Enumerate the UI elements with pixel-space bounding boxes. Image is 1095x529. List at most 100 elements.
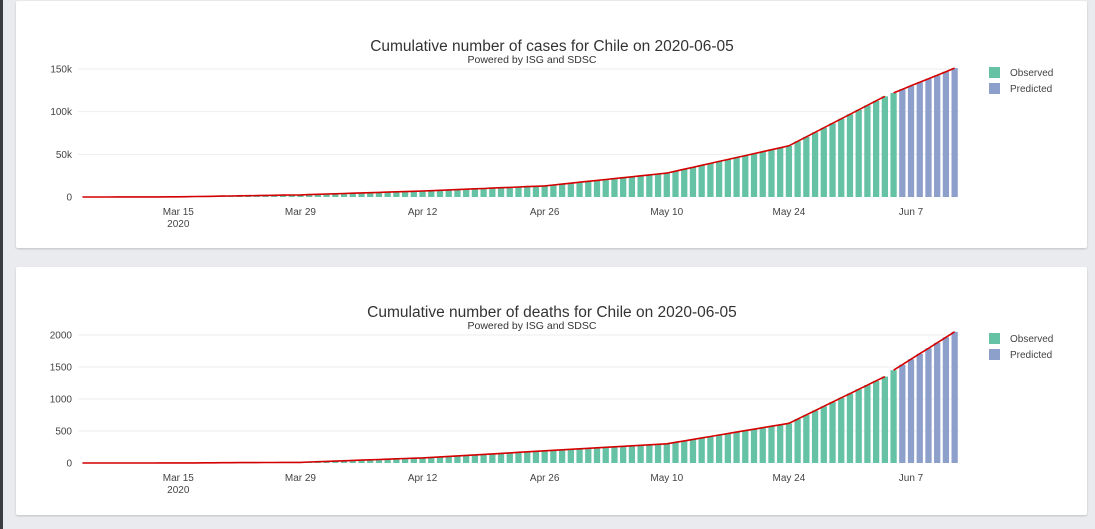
observed-bar[interactable] xyxy=(681,440,688,463)
observed-bar[interactable] xyxy=(872,100,880,197)
observed-bar[interactable] xyxy=(663,443,670,463)
observed-bar[interactable] xyxy=(698,437,705,463)
observed-bar[interactable] xyxy=(541,450,548,463)
observed-bar[interactable] xyxy=(393,458,400,463)
observed-bar[interactable] xyxy=(436,456,444,463)
legend-swatch-observed[interactable] xyxy=(989,67,1000,78)
observed-bar[interactable] xyxy=(550,184,557,197)
observed-bar[interactable] xyxy=(428,190,435,197)
observed-bar[interactable] xyxy=(768,426,775,463)
observed-bar[interactable] xyxy=(454,189,461,197)
observed-bar[interactable] xyxy=(811,132,819,197)
observed-bar[interactable] xyxy=(445,456,452,463)
observed-bar[interactable] xyxy=(794,419,801,463)
observed-bar[interactable] xyxy=(262,195,269,197)
predicted-bar[interactable] xyxy=(925,78,932,197)
observed-bar[interactable] xyxy=(515,187,522,197)
observed-bar[interactable] xyxy=(419,191,426,197)
observed-bar[interactable] xyxy=(803,414,810,463)
observed-bar[interactable] xyxy=(454,455,461,463)
legend-label-observed[interactable]: Observed xyxy=(1010,334,1053,345)
observed-bar[interactable] xyxy=(332,193,339,197)
observed-bar[interactable] xyxy=(715,161,723,197)
observed-bar[interactable] xyxy=(602,447,609,463)
observed-bar[interactable] xyxy=(576,182,583,197)
observed-bar[interactable] xyxy=(855,389,862,463)
observed-bar[interactable] xyxy=(401,458,409,463)
observed-bar[interactable] xyxy=(628,176,636,197)
observed-bar[interactable] xyxy=(384,192,391,197)
legend-swatch-predicted[interactable] xyxy=(989,83,1000,94)
observed-bar[interactable] xyxy=(785,423,793,463)
observed-bar[interactable] xyxy=(715,435,723,463)
observed-bar[interactable] xyxy=(288,195,295,197)
observed-bar[interactable] xyxy=(489,453,496,463)
observed-bar[interactable] xyxy=(393,191,400,197)
legend-swatch-observed[interactable] xyxy=(989,333,1000,344)
observed-bar[interactable] xyxy=(750,429,758,463)
observed-bar[interactable] xyxy=(811,410,819,463)
predicted-bar[interactable] xyxy=(907,359,915,463)
observed-bar[interactable] xyxy=(881,96,888,197)
observed-bar[interactable] xyxy=(410,458,417,463)
observed-bar[interactable] xyxy=(654,174,662,197)
observed-bar[interactable] xyxy=(750,153,758,197)
observed-bar[interactable] xyxy=(698,165,705,197)
observed-bar[interactable] xyxy=(777,424,784,463)
observed-bar[interactable] xyxy=(567,449,574,463)
observed-bar[interactable] xyxy=(480,188,487,197)
observed-bar[interactable] xyxy=(532,451,540,463)
observed-bar[interactable] xyxy=(890,92,897,197)
observed-bar[interactable] xyxy=(611,178,618,197)
observed-bar[interactable] xyxy=(332,461,339,463)
observed-bar[interactable] xyxy=(576,448,583,463)
observed-bar[interactable] xyxy=(654,444,662,463)
observed-bar[interactable] xyxy=(463,455,470,463)
observed-bar[interactable] xyxy=(681,169,688,197)
observed-bar[interactable] xyxy=(672,171,679,197)
observed-bar[interactable] xyxy=(620,177,627,197)
observed-bar[interactable] xyxy=(428,457,435,463)
predicted-bar[interactable] xyxy=(899,364,906,463)
observed-bar[interactable] xyxy=(384,459,391,463)
observed-bar[interactable] xyxy=(489,188,496,197)
observed-bar[interactable] xyxy=(846,114,854,197)
observed-bar[interactable] xyxy=(593,447,601,463)
observed-bar[interactable] xyxy=(550,450,557,463)
observed-bar[interactable] xyxy=(524,451,531,463)
observed-bar[interactable] xyxy=(768,149,775,197)
observed-bar[interactable] xyxy=(864,105,871,197)
observed-bar[interactable] xyxy=(497,453,505,463)
observed-bar[interactable] xyxy=(471,188,479,197)
predicted-bar[interactable] xyxy=(925,348,932,463)
observed-bar[interactable] xyxy=(663,173,670,197)
observed-bar[interactable] xyxy=(480,454,487,463)
observed-bar[interactable] xyxy=(471,454,479,463)
observed-bar[interactable] xyxy=(759,427,766,463)
predicted-bar[interactable] xyxy=(934,75,941,197)
observed-bar[interactable] xyxy=(410,191,417,197)
observed-bar[interactable] xyxy=(820,406,827,463)
observed-bar[interactable] xyxy=(689,439,697,463)
observed-bar[interactable] xyxy=(829,123,836,197)
observed-bar[interactable] xyxy=(838,397,845,463)
observed-bar[interactable] xyxy=(777,147,784,197)
observed-bar[interactable] xyxy=(689,167,697,197)
observed-bar[interactable] xyxy=(742,155,749,197)
observed-bar[interactable] xyxy=(340,193,348,197)
predicted-bar[interactable] xyxy=(916,353,923,463)
observed-bar[interactable] xyxy=(611,446,618,463)
observed-bar[interactable] xyxy=(349,193,356,197)
observed-bar[interactable] xyxy=(375,192,383,197)
observed-bar[interactable] xyxy=(864,385,871,463)
observed-bar[interactable] xyxy=(297,194,304,197)
observed-bar[interactable] xyxy=(855,109,862,197)
legend-swatch-predicted[interactable] xyxy=(989,349,1000,360)
observed-bar[interactable] xyxy=(829,402,836,463)
observed-bar[interactable] xyxy=(881,376,888,463)
observed-bar[interactable] xyxy=(436,190,444,197)
observed-bar[interactable] xyxy=(838,118,845,197)
observed-bar[interactable] xyxy=(375,459,383,463)
observed-bar[interactable] xyxy=(541,185,548,197)
observed-bar[interactable] xyxy=(349,460,356,463)
